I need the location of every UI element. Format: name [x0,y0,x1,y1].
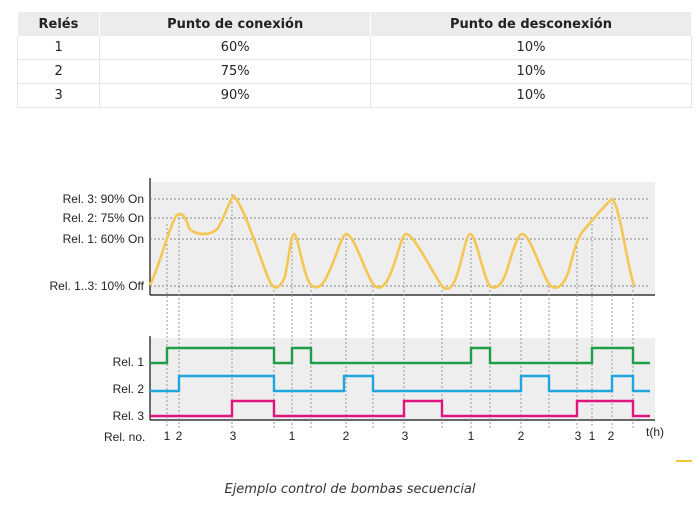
time-axis-label: t(h) [646,425,664,439]
relno-event: 2 [518,429,525,443]
cell-desconexion: 10% [370,36,692,60]
cell-rele: 1 [16,36,101,60]
table-row: 2 75% 10% [16,59,692,84]
header-punto-conexion: Punto de conexión [99,12,371,36]
cell-conexion: 75% [99,59,371,84]
relno-event: 3 [575,429,582,443]
level-curve [148,194,636,291]
header-punto-desconexion: Punto de desconexión [370,12,692,36]
relay-3-signal [150,399,650,418]
relno-event: 1 [164,429,171,443]
relno-event: 2 [343,429,350,443]
relno-sequence: 1 2 3 1 2 3 1 2 3 1 2 [164,429,615,443]
cell-rele: 3 [16,83,101,108]
table-header-row: Relés Punto de conexión Punto de descone… [17,12,692,36]
cell-conexion: 60% [99,36,371,60]
relay-label-3: Rel. 3 [113,409,145,423]
cell-desconexion: 10% [370,59,692,84]
relno-event: 3 [402,429,409,443]
relno-event: 1 [289,429,296,443]
cell-desconexion: 10% [370,83,692,108]
relno-event: 2 [176,429,183,443]
table-row: 3 90% 10% [16,83,692,108]
pump-sequence-diagram: Rel. 3: 90% On Rel. 2: 75% On Rel. 1: 60… [50,178,664,444]
level-label-off: Rel. 1..3: 10% Off [50,279,145,293]
relay-label-2: Rel. 2 [113,382,145,396]
relay-label-1: Rel. 1 [113,355,145,369]
relay-2-signal [150,374,650,393]
relno-event: 1 [589,429,596,443]
relay-panel [150,338,655,420]
cell-rele: 2 [16,59,101,84]
relno-event: 1 [468,429,475,443]
relay-1-signal [150,346,650,365]
level-label-rel3: Rel. 3: 90% On [63,192,144,206]
event-guides [166,194,634,428]
cell-conexion: 90% [99,83,371,108]
level-label-rel2: Rel. 2: 75% On [63,211,144,225]
header-reles: Relés [17,12,101,36]
relay-table: Relés Punto de conexión Punto de descone… [16,12,692,108]
relno-event: 3 [230,429,237,443]
relno-event: 2 [608,429,615,443]
figure-caption: Ejemplo control de bombas secuencial [224,482,476,497]
decorative-dash [676,460,692,462]
level-label-rel1: Rel. 1: 60% On [63,232,144,246]
table-row: 1 60% 10% [16,36,692,60]
relno-label: Rel. no. [104,430,145,444]
